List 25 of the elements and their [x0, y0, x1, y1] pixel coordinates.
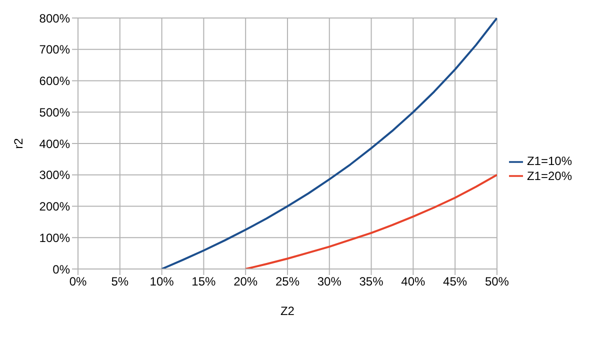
x-tick-label: 5% — [111, 274, 129, 289]
x-tick-label: 25% — [275, 274, 300, 289]
y-tick-label: 0% — [52, 262, 70, 276]
y-tick-label: 600% — [39, 74, 70, 88]
x-tick-label: 50% — [484, 274, 510, 289]
legend-label: Z1=20% — [526, 168, 572, 182]
y-tick-label: 300% — [39, 168, 70, 182]
y-tick-label: 500% — [39, 105, 70, 120]
x-tick-label: 45% — [443, 274, 468, 289]
x-tick-label: 30% — [317, 274, 342, 289]
x-tick-label: 40% — [401, 274, 426, 289]
x-tick-label: 15% — [192, 274, 216, 289]
y-tick-label: 400% — [39, 136, 70, 151]
y-tick-label: 200% — [39, 200, 70, 214]
y-tick-label: 800% — [39, 11, 70, 26]
x-tick-label: 0% — [69, 274, 87, 289]
x-axis-title: Z2 — [280, 304, 295, 318]
y-tick-label: 700% — [39, 42, 70, 57]
y-axis-title: r2 — [11, 138, 26, 149]
x-tick-label: 20% — [234, 274, 258, 289]
x-tick-label: 35% — [359, 274, 384, 289]
x-tick-label: 10% — [150, 274, 174, 289]
legend-label: Z1=10% — [526, 154, 572, 168]
y-tick-label: 100% — [39, 230, 70, 245]
line-series — [244, 174, 497, 269]
